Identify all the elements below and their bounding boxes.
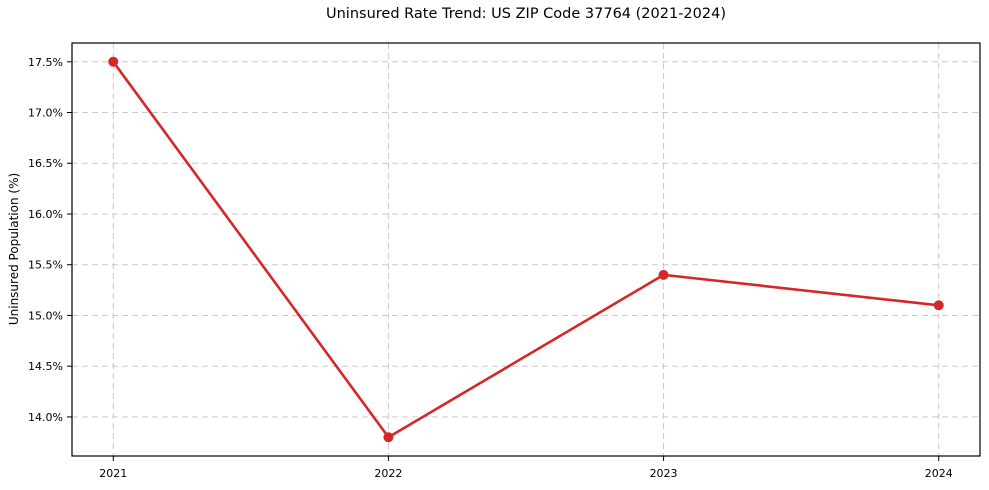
- x-tick-label: 2022: [374, 467, 402, 480]
- data-point-marker: [383, 432, 394, 443]
- y-tick-label: 17.0%: [28, 107, 63, 120]
- y-tick-label: 16.0%: [28, 208, 63, 221]
- x-tick-label: 2021: [99, 467, 127, 480]
- y-tick-label: 14.5%: [28, 360, 63, 373]
- axes-border: [71, 42, 981, 457]
- y-tick-label: 17.5%: [28, 56, 63, 69]
- y-tick-label: 14.0%: [28, 411, 63, 424]
- x-tick-label: 2023: [650, 467, 678, 480]
- data-point-marker: [108, 56, 119, 67]
- chart-title: Uninsured Rate Trend: US ZIP Code 37764 …: [326, 6, 726, 22]
- data-point-marker: [933, 300, 944, 311]
- trend-line: [111, 60, 941, 439]
- y-tick-label: 15.5%: [28, 259, 63, 272]
- y-tick-label: 15.0%: [28, 309, 63, 322]
- data-point-marker: [658, 269, 669, 280]
- x-tick-label: 2024: [925, 467, 953, 480]
- y-tick-label: 16.5%: [28, 157, 63, 170]
